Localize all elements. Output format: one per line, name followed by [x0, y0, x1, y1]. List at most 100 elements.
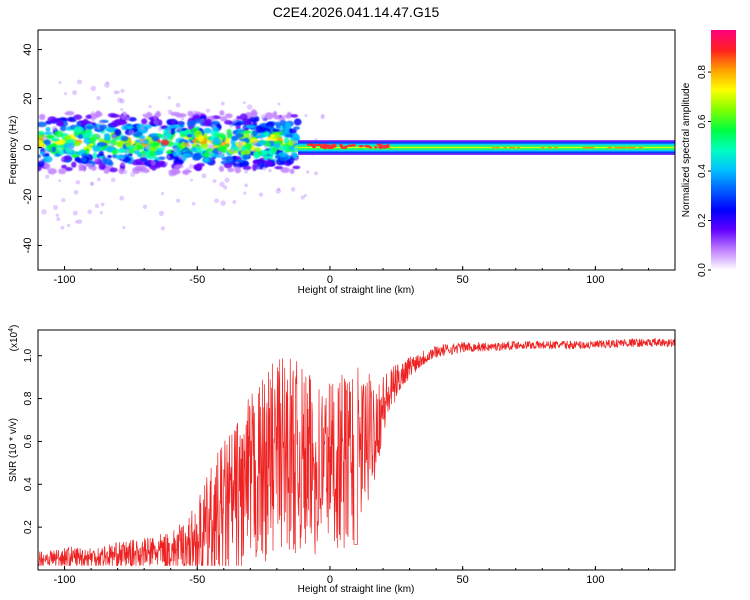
- heatmap-cell: [184, 187, 194, 192]
- heatmap-cell: [283, 137, 290, 144]
- heatmap-cell: [141, 118, 148, 125]
- y-tick-label: 0.2: [23, 520, 34, 534]
- heatmap-cell: [154, 171, 164, 179]
- y-tick-label: 0.8: [23, 391, 34, 405]
- heatmap-cell: [320, 115, 325, 120]
- heatmap-cell: [99, 124, 108, 129]
- heatmap-cell: [191, 113, 200, 120]
- colorbar-axis: 0.0 0.2 0.4 0.6 0.8: [697, 65, 711, 277]
- heatmap-cell: [540, 146, 545, 149]
- colorbar-label: Normalized spectral amplitude: [681, 82, 692, 217]
- heatmap-cell: [113, 181, 121, 186]
- heatmap-cell: [244, 142, 252, 150]
- heatmap-cell: [180, 141, 186, 149]
- spectrogram-y-axis: -40 -20 0 20 40: [22, 43, 42, 253]
- heatmap-cell: [109, 143, 115, 148]
- heatmap-cell: [275, 188, 281, 194]
- heatmap-cell: [211, 123, 217, 129]
- heatmap-cell: [243, 191, 247, 195]
- heatmap-cell: [277, 119, 281, 123]
- snr-y-axis: 0.2 0.4 0.6 0.8 1.0: [23, 348, 42, 534]
- heatmap-cell: [117, 97, 123, 103]
- heatmap-cell: [72, 141, 82, 147]
- heatmap-cell: [212, 125, 218, 131]
- heatmap-cell: [120, 88, 125, 93]
- heatmap-cell: [554, 146, 559, 149]
- spectrogram-x-label: Height of straight line (km): [298, 285, 415, 296]
- heatmap-cell: [187, 172, 196, 180]
- heatmap-cell: [199, 103, 210, 108]
- heatmap-cell: [175, 102, 181, 108]
- heatmap-cell: [219, 110, 225, 116]
- heatmap-cell: [162, 125, 168, 129]
- heatmap-cell: [234, 166, 242, 174]
- heatmap-cell: [193, 118, 203, 124]
- heatmap-cell: [128, 129, 135, 136]
- heatmap-cell: [93, 157, 99, 163]
- heatmap-cell: [167, 129, 172, 134]
- heatmap-cell: [118, 98, 129, 104]
- heatmap-cell: [290, 187, 296, 192]
- heatmap-cell: [38, 131, 45, 136]
- heatmap-cell: [188, 163, 194, 170]
- x-tick-label: 0: [327, 574, 333, 586]
- heatmap-cell: [132, 166, 141, 174]
- heatmap-cell: [262, 166, 267, 171]
- heatmap-cell: [171, 101, 180, 108]
- heatmap-cell: [173, 159, 183, 164]
- heatmap-cell: [172, 142, 179, 146]
- heatmap-cell: [256, 166, 260, 170]
- heatmap-cell: [303, 193, 307, 198]
- heatmap-cell: [57, 149, 65, 156]
- heatmap-cell: [224, 120, 233, 125]
- heatmap-cell: [294, 156, 299, 162]
- heatmap-cell: [260, 137, 264, 141]
- y-tick-label: 40: [22, 43, 34, 55]
- heatmap-cell: [238, 140, 244, 146]
- heatmap-cell: [99, 119, 109, 124]
- heatmap-cell: [274, 131, 280, 138]
- heatmap-cell: [149, 133, 159, 137]
- heatmap-cell: [72, 210, 78, 216]
- heatmap-cell: [289, 168, 295, 175]
- heatmap-cell: [224, 137, 231, 144]
- heatmap-cell: [365, 144, 369, 148]
- heatmap-cell: [220, 200, 226, 206]
- heatmap-cell: [98, 120, 104, 126]
- heatmap-cell: [130, 127, 138, 133]
- heatmap-cell: [111, 133, 117, 139]
- heatmap-cell: [150, 142, 160, 148]
- colorbar-tick-label: 0.0: [697, 263, 708, 277]
- heatmap-cell: [172, 147, 178, 153]
- heatmap-cell: [71, 161, 77, 168]
- heatmap-cell: [122, 225, 126, 229]
- heatmap-cell: [120, 162, 126, 169]
- heatmap-cell: [262, 117, 268, 121]
- heatmap-cell: [140, 126, 145, 131]
- heatmap-cell: [207, 144, 213, 149]
- heatmap-cell: [236, 96, 244, 104]
- heatmap-cell: [177, 126, 182, 132]
- heatmap-cell: [92, 145, 100, 152]
- heatmap-cell: [39, 158, 43, 162]
- heatmap-cell: [272, 128, 281, 133]
- figure-title: C2E4.2026.041.14.47.G15: [273, 4, 440, 20]
- heatmap-cell: [176, 198, 181, 203]
- heatmap-cell: [125, 125, 133, 130]
- heatmap-cell: [98, 162, 106, 170]
- heatmap-cell: [269, 182, 280, 189]
- heatmap-cell: [82, 118, 89, 125]
- heatmap-cell: [252, 140, 259, 146]
- heatmap-cell: [236, 142, 243, 148]
- heatmap-cell: [104, 82, 110, 88]
- heatmap-cell: [145, 180, 155, 187]
- heatmap-cell: [100, 202, 105, 207]
- heatmap-cell: [197, 171, 207, 176]
- heatmap-cell: [92, 152, 98, 160]
- heatmap-cell: [277, 102, 281, 106]
- heatmap-cell: [174, 164, 184, 169]
- heatmap-cell: [508, 146, 513, 149]
- heatmap-cell: [588, 146, 593, 149]
- heatmap-cell: [50, 137, 60, 142]
